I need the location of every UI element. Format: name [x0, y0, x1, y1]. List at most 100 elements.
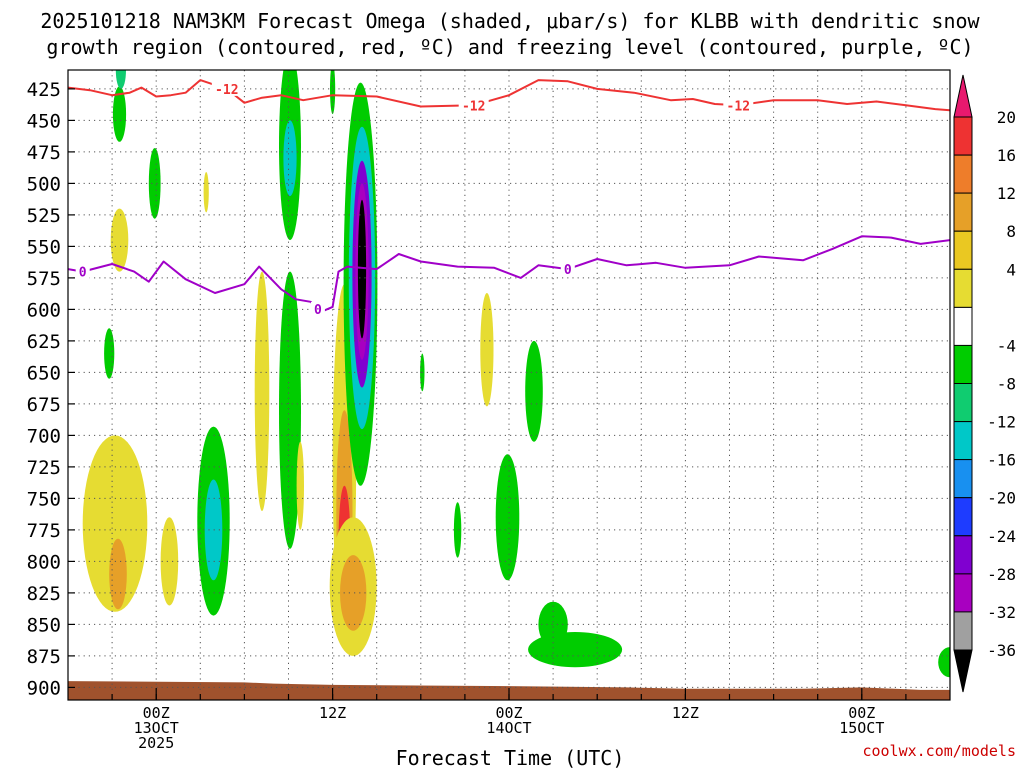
colorbar-label: -28 [987, 565, 1016, 584]
omega-region-13 [283, 120, 297, 196]
colorbar-label: -16 [987, 451, 1016, 470]
y-tick-label-550: 550 [27, 236, 61, 258]
x-tick-label-2025: 2025 [138, 734, 174, 752]
colorbar-swatch [953, 192, 973, 232]
colorbar-label: -32 [987, 603, 1016, 622]
colorbar-swatch [953, 230, 973, 270]
omega-region-1 [115, 70, 126, 89]
colorbar-swatch [953, 383, 973, 423]
colorbar-label: 8 [1006, 222, 1016, 241]
x-axis-label: Forecast Time (UTC) [396, 746, 625, 768]
y-tick-label-475: 475 [27, 142, 61, 164]
omega-region-8 [160, 517, 179, 606]
y-tick-label-875: 875 [27, 646, 61, 668]
omega-region-5 [104, 328, 115, 379]
omega-region-11 [254, 271, 270, 511]
colorbar-max-arrow [953, 74, 973, 118]
omega-region-2 [148, 148, 161, 219]
colorbar-swatch [953, 421, 973, 461]
omega-shading-layer [82, 70, 950, 678]
y-tick-label-800: 800 [27, 551, 61, 573]
colorbar-label: 12 [997, 184, 1016, 203]
y-tick-label-675: 675 [27, 394, 61, 416]
colorbar-swatch [953, 268, 973, 308]
y-tick-label-825: 825 [27, 583, 61, 605]
contour-label-bg [75, 264, 90, 279]
colorbar-label: 20 [997, 108, 1016, 127]
freezing-level-contour-line [68, 235, 950, 313]
colorbar-swatch [953, 535, 973, 575]
y-axis: 425 450 475 500 525 550 575 600 625 650 675 700 725 7… [27, 79, 75, 699]
y-tick-label-625: 625 [27, 331, 61, 353]
dgz-contour-label: -12 [215, 83, 238, 98]
omega-region-16 [330, 70, 336, 115]
omega-region-30 [495, 454, 520, 581]
chart-title-line-2: growth region (contoured, red, ºC) and f… [46, 35, 973, 59]
omega-region-0 [112, 86, 127, 142]
dgz-contour-line [68, 79, 950, 112]
omega-region-28 [480, 293, 494, 407]
omega-region-15 [296, 441, 304, 530]
x-tick-label-00z: 00Z [495, 704, 522, 722]
gridlines [68, 70, 950, 700]
colorbar-label: -24 [987, 527, 1016, 546]
colorbar-label: -12 [987, 413, 1016, 432]
y-tick-label-850: 850 [27, 614, 61, 636]
freezing-level-contour-label: 0 [564, 263, 572, 278]
colorbar-label: -20 [987, 489, 1016, 508]
contour-label-bg [723, 98, 754, 113]
colorbar-swatch [953, 497, 973, 537]
y-tick-label-575: 575 [27, 268, 61, 290]
y-tick-label-425: 425 [27, 79, 61, 101]
x-tick-label-15oct: 15OCT [839, 719, 884, 737]
y-tick-label-500: 500 [27, 173, 61, 195]
colorbar-swatch [953, 459, 973, 499]
x-tick-label-13oct: 13OCT [134, 719, 179, 737]
dgz-contour-label: -12 [727, 99, 750, 114]
omega-region-26 [357, 199, 367, 339]
omega-region-7 [109, 538, 127, 610]
colorbar-swatch [953, 344, 973, 384]
y-tick-label-700: 700 [27, 425, 61, 447]
colorbar: 20 16 12 8 4 -4 -8 -12 -16 -20 -24 -28 -32 -36 [953, 74, 1016, 693]
dgz-contour-label: -12 [462, 99, 485, 114]
y-tick-label-525: 525 [27, 205, 61, 227]
y-tick-label-450: 450 [27, 110, 61, 132]
y-tick-label-725: 725 [27, 457, 61, 479]
colorbar-label: -8 [997, 375, 1016, 394]
omega-region-33 [538, 601, 568, 648]
colorbar-label: -4 [997, 336, 1016, 355]
colorbar-swatch [953, 611, 973, 651]
colorbar-swatch [953, 306, 973, 346]
y-tick-label-775: 775 [27, 520, 61, 542]
omega-region-4 [203, 172, 209, 213]
y-tick-label-600: 600 [27, 299, 61, 321]
x-tick-label-14oct: 14OCT [486, 719, 531, 737]
colorbar-label: -36 [987, 641, 1016, 660]
omega-region-29 [453, 502, 462, 558]
x-tick-label-00z: 00Z [848, 704, 875, 722]
colorbar-swatch [953, 573, 973, 613]
y-tick-label-750: 750 [27, 488, 61, 510]
contour-label-bg [211, 81, 242, 96]
omega-region-6 [82, 435, 148, 612]
x-tick-label-00z: 00Z [143, 704, 170, 722]
omega-region-21 [340, 555, 367, 631]
omega-region-34 [938, 647, 950, 678]
site-credit: coolwx.com/models [862, 742, 1016, 760]
contour-layer: -12 -12 -12 0 0 0 [68, 79, 950, 318]
x-tick-label-12z: 12Z [672, 704, 699, 722]
colorbar-swatch [953, 154, 973, 194]
omega-region-31 [525, 340, 543, 442]
omega-region-14 [279, 271, 301, 549]
chart-title-line-1: 2025101218 NAM3KM Forecast Omega (shaded… [40, 9, 980, 33]
freezing-level-contour-label: 0 [79, 266, 87, 281]
colorbar-label: 16 [997, 146, 1016, 165]
omega-region-10 [204, 479, 223, 581]
x-tick-label-12z: 12Z [319, 704, 346, 722]
freezing-level-contour-label: 0 [314, 303, 322, 318]
colorbar-swatch [953, 116, 973, 156]
